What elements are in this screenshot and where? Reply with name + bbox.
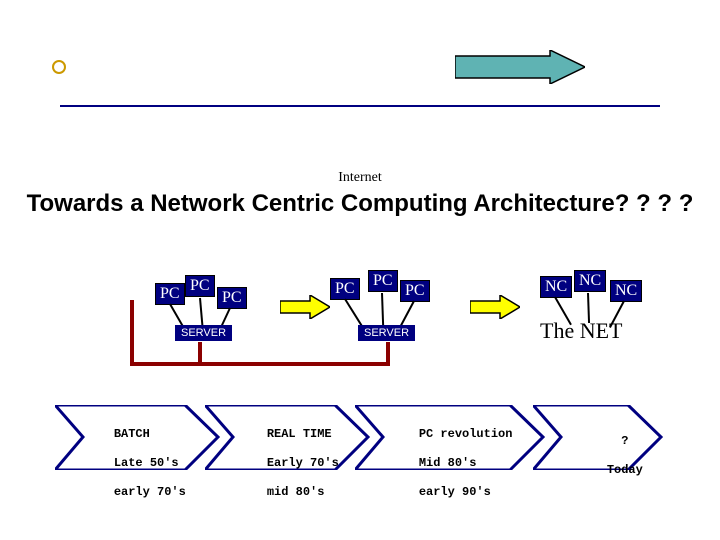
header-rule [60,105,660,107]
nc-box: NC [540,276,572,298]
timeline-item: BATCH Late 50's early 70's [85,413,186,514]
timeline-item: ? Today [578,420,643,492]
timeline-item: PC revolution Mid 80's early 90's [390,413,512,514]
subtitle: Internet [0,170,720,186]
yellow-arrow [470,295,520,324]
timeline-l1: ? [621,434,628,448]
net-label: The NET [540,318,622,344]
nc-box: NC [574,270,606,292]
timeline-l1: PC revolution [419,427,513,441]
nc-box: NC [610,280,642,302]
red-pipe-v0 [130,300,134,366]
timeline-l2: Early 70's [267,456,339,470]
timeline-l2: Mid 80's [419,456,477,470]
timeline: BATCH Late 50's early 70's REAL TIME Ear… [55,405,665,470]
page-title: Towards a Network Centric Computing Arch… [0,190,720,219]
timeline-l3: early 70's [114,485,186,499]
timeline-item: REAL TIME Early 70's mid 80's [238,413,339,514]
cluster-left: PC PC PC SERVER [155,275,265,365]
timeline-l1: REAL TIME [267,427,332,441]
pc-box: PC [217,287,247,309]
connector [199,298,203,326]
pc-box: PC [155,283,185,305]
red-pipe-v2 [386,342,390,366]
cluster-mid: PC PC PC SERVER [330,270,450,365]
header-arrow [455,50,585,89]
bullet-decor [52,60,66,74]
pc-box: PC [368,270,398,292]
connector [381,293,384,325]
pc-box: PC [400,280,430,302]
server-box: SERVER [175,325,232,341]
timeline-l2: Late 50's [114,456,179,470]
cluster-right: NC NC NC The NET [540,270,670,365]
server-box: SERVER [358,325,415,341]
timeline-l3: mid 80's [267,485,325,499]
yellow-arrow [280,295,330,324]
timeline-l3: early 90's [419,485,491,499]
timeline-l1: BATCH [114,427,150,441]
pc-box: PC [185,275,215,297]
timeline-l2: Today [607,463,643,477]
pc-box: PC [330,278,360,300]
red-pipe-h [130,362,390,366]
